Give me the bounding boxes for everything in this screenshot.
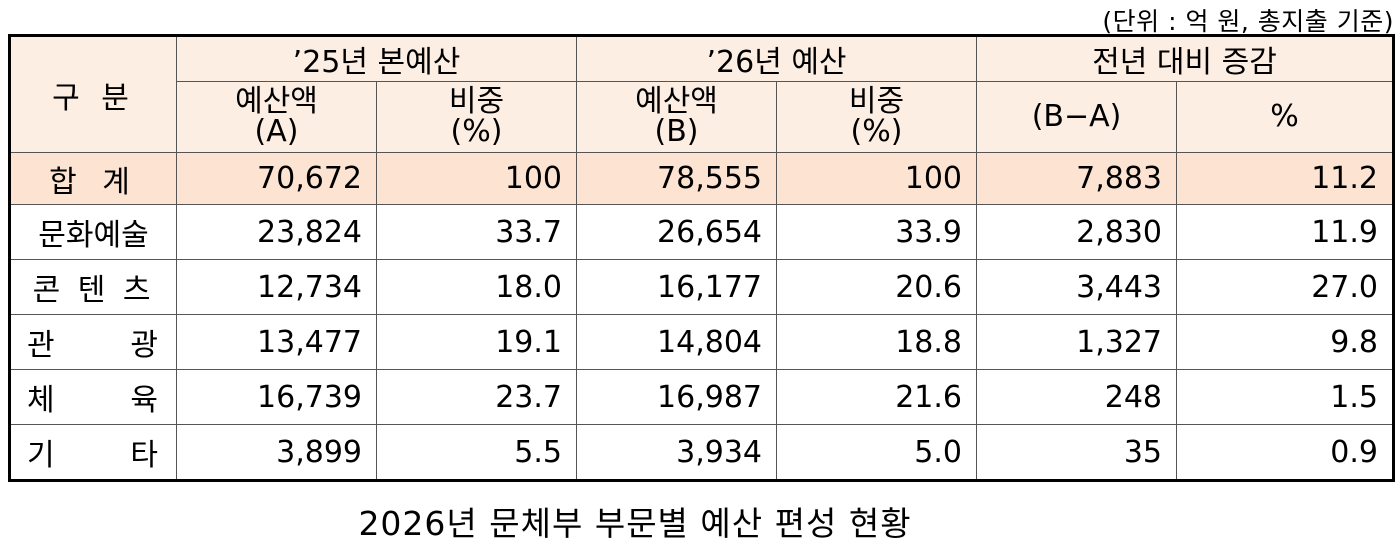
header-share-b: 비중 (%) [775, 81, 978, 153]
cell-share-b: 5.0 [775, 424, 978, 481]
header-budget-b-line2: (B) [654, 114, 699, 149]
header-change-amount: (B−A) [976, 81, 1178, 153]
cell-diff: 1,327 [976, 314, 1178, 370]
cell-share-b: 100 [775, 152, 978, 205]
cell-pct: 11.2 [1176, 152, 1395, 205]
cell-share-a: 5.5 [376, 424, 577, 481]
unit-note: (단위 : 억 원, 총지출 기준) [1102, 7, 1394, 36]
cell-budget-b: 26,654 [576, 204, 777, 260]
table-row: 문화예술 23,824 33.7 26,654 33.9 2,830 11.9 [9, 204, 1395, 260]
cell-share-a: 18.0 [376, 259, 577, 315]
row-label-right: 타 [130, 438, 160, 473]
cell-pct: 0.9 [1176, 424, 1395, 481]
cell-share-a: 19.1 [376, 314, 577, 370]
header-budget-a: 예산액 (A) [176, 81, 377, 153]
row-label-right: 광 [130, 328, 160, 363]
row-label-right: 육 [130, 383, 160, 418]
cell-share-a: 23.7 [376, 369, 577, 425]
row-label: 문화예술 [9, 204, 177, 260]
header-budget-b: 예산액 (B) [576, 81, 777, 153]
budget-table: 구 분 ’25년 본예산 ’26년 예산 전년 대비 증감 예산액 (A) 비중… [8, 34, 1396, 482]
row-label: 합 계 [9, 152, 177, 205]
cell-share-b: 21.6 [775, 369, 978, 425]
cell-diff: 2,830 [976, 204, 1178, 260]
header-budget-b-line1: 예산액 [635, 84, 718, 119]
cell-budget-b: 3,934 [576, 424, 777, 481]
cell-share-a: 33.7 [376, 204, 577, 260]
cell-budget-a: 3,899 [176, 424, 377, 481]
header-share-a-line1: 비중 [448, 84, 505, 119]
header-row-top: 구 분 ’25년 본예산 ’26년 예산 전년 대비 증감 [9, 35, 1395, 153]
table-caption: 2026년 문체부 부문별 예산 편성 현황 [358, 504, 912, 543]
header-row-sub: 예산액 (A) 비중 (%) 예산액 (B) 비중 (%) (B−A) % [9, 81, 1395, 153]
cell-budget-b: 78,555 [576, 152, 777, 205]
cell-budget-b: 14,804 [576, 314, 777, 370]
table-row: 콘 텐 츠 12,734 18.0 16,177 20.6 3,443 27.0 [9, 259, 1395, 315]
cell-budget-a: 70,672 [176, 152, 377, 205]
cell-diff: 3,443 [976, 259, 1178, 315]
cell-diff: 35 [976, 424, 1178, 481]
header-share-a-line2: (%) [450, 114, 503, 149]
cell-pct: 9.8 [1176, 314, 1395, 370]
header-group-2025: ’25년 본예산 [176, 35, 577, 82]
cell-share-a: 100 [376, 152, 577, 205]
header-change-pct: % [1176, 81, 1395, 153]
header-group-change: 전년 대비 증감 [976, 35, 1395, 82]
header-share-a: 비중 (%) [376, 81, 577, 153]
cell-pct: 1.5 [1176, 369, 1395, 425]
header-category: 구 분 [9, 35, 177, 153]
row-label: 콘 텐 츠 [9, 259, 177, 315]
header-budget-a-line1: 예산액 [235, 84, 318, 119]
cell-budget-a: 13,477 [176, 314, 377, 370]
row-label-left: 체 [27, 383, 57, 418]
cell-share-b: 33.9 [775, 204, 978, 260]
header-group-2026: ’26년 예산 [575, 35, 978, 82]
header-share-b-line2: (%) [850, 114, 903, 149]
cell-pct: 27.0 [1176, 259, 1395, 315]
table-row-total: 합 계 70,672 100 78,555 100 7,883 11.2 [9, 152, 1395, 205]
cell-share-b: 20.6 [775, 259, 978, 315]
cell-share-b: 18.8 [775, 314, 978, 370]
row-label-left: 관 [27, 328, 57, 363]
cell-budget-b: 16,177 [576, 259, 777, 315]
cell-budget-a: 16,739 [176, 369, 377, 425]
header-budget-a-line2: (A) [254, 114, 299, 149]
cell-diff: 7,883 [976, 152, 1178, 205]
cell-budget-b: 16,987 [576, 369, 777, 425]
header-share-b-line1: 비중 [848, 84, 905, 119]
cell-pct: 11.9 [1176, 204, 1395, 260]
cell-diff: 248 [976, 369, 1178, 425]
cell-budget-a: 12,734 [176, 259, 377, 315]
cell-budget-a: 23,824 [176, 204, 377, 260]
row-label-left: 기 [27, 438, 57, 473]
